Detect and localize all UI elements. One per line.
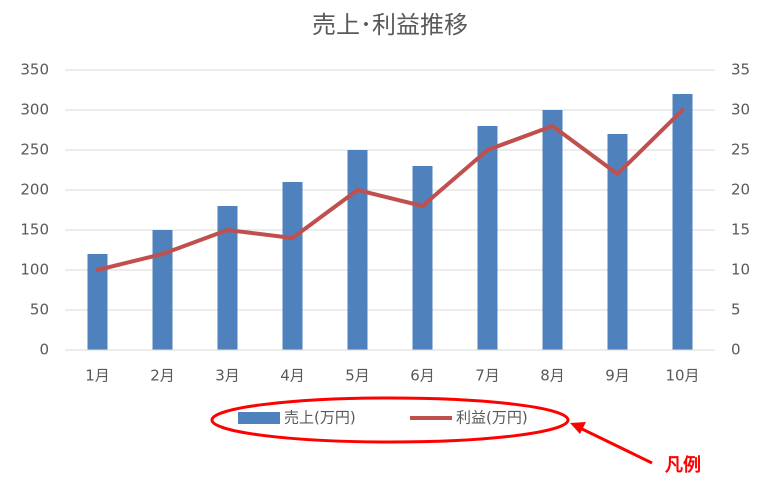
legend-swatch xyxy=(238,412,280,424)
x-tick-label: 10月 xyxy=(665,367,699,385)
bar xyxy=(607,134,628,350)
bar xyxy=(412,166,433,350)
legend-label: 利益(万円) xyxy=(456,409,528,427)
x-tick-label: 8月 xyxy=(540,367,565,385)
y2-tick-label: 30 xyxy=(731,101,750,119)
bar xyxy=(87,254,108,350)
y-tick-label: 150 xyxy=(20,221,49,239)
bar xyxy=(217,206,238,350)
bar xyxy=(152,230,173,350)
x-tick-label: 4月 xyxy=(280,367,305,385)
y2-tick-label: 10 xyxy=(731,261,750,279)
x-tick-label: 6月 xyxy=(410,367,435,385)
y2-tick-label: 25 xyxy=(731,141,750,159)
bar xyxy=(282,182,303,350)
y-tick-label: 0 xyxy=(39,341,49,359)
y2-tick-label: 35 xyxy=(731,61,750,79)
bar xyxy=(672,94,693,350)
bar xyxy=(347,150,368,350)
x-tick-label: 5月 xyxy=(345,367,370,385)
y-tick-label: 100 xyxy=(20,261,49,279)
bar xyxy=(542,110,563,350)
y-tick-label: 50 xyxy=(30,301,49,319)
annotation: 凡例 xyxy=(665,454,701,476)
legend-label: 売上(万円) xyxy=(284,409,356,427)
arrow-head xyxy=(570,422,586,434)
x-tick-label: 2月 xyxy=(150,367,175,385)
y-tick-label: 350 xyxy=(20,61,49,79)
y-tick-label: 300 xyxy=(20,101,49,119)
x-tick-label: 1月 xyxy=(85,367,110,385)
y2-tick-label: 5 xyxy=(731,301,741,319)
bar xyxy=(477,126,498,350)
chart-title: 売上･利益推移 xyxy=(312,11,468,39)
x-tick-label: 3月 xyxy=(215,367,240,385)
y2-tick-label: 20 xyxy=(731,181,750,199)
line xyxy=(95,108,685,272)
x-tick-label: 7月 xyxy=(475,367,500,385)
y2-tick-label: 0 xyxy=(731,341,741,359)
legend-highlight xyxy=(210,396,570,444)
y-tick-label: 200 xyxy=(20,181,49,199)
y2-tick-label: 15 xyxy=(731,221,750,239)
annotation-arrow xyxy=(579,426,653,465)
y-tick-label: 250 xyxy=(20,141,49,159)
x-tick-label: 9月 xyxy=(605,367,630,385)
